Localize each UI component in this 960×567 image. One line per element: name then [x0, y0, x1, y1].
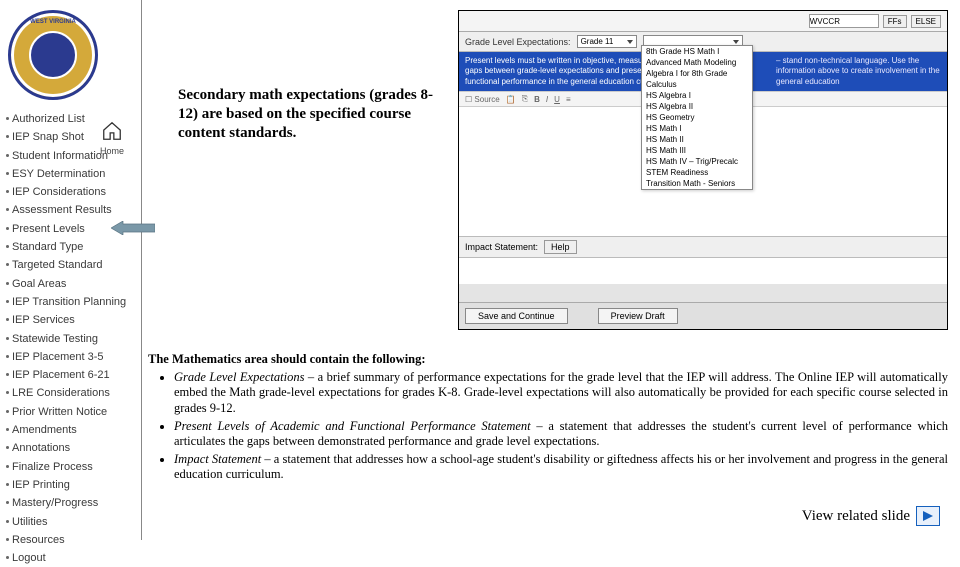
- course-option[interactable]: HS Algebra I: [642, 90, 752, 101]
- nav-item-iep-transition-planning[interactable]: IEP Transition Planning: [4, 293, 137, 311]
- nav-item-utilities[interactable]: Utilities: [4, 513, 137, 531]
- course-option[interactable]: HS Math III: [642, 145, 752, 156]
- nav-item-amendments[interactable]: Amendments: [4, 421, 137, 439]
- forward-arrow-icon: [921, 510, 935, 522]
- nav-item-assessment-results[interactable]: Assessment Results: [4, 201, 137, 219]
- callout-text: Secondary math expectations (grades 8-12…: [178, 86, 438, 142]
- home-icon: [101, 120, 123, 142]
- body-bullet: Present Levels of Academic and Functiona…: [174, 419, 948, 450]
- underline-button[interactable]: U: [554, 95, 560, 104]
- home-link[interactable]: Home: [100, 120, 124, 156]
- nav-item-goal-areas[interactable]: Goal Areas: [4, 275, 137, 293]
- forward-arrow-button[interactable]: [916, 506, 940, 526]
- course-option[interactable]: Algebra I for 8th Grade: [642, 68, 752, 79]
- body-heading: The Mathematics area should contain the …: [148, 352, 948, 368]
- nav-item-logout[interactable]: Logout: [4, 549, 137, 567]
- grade-expectations-label: Grade Level Expectations:: [465, 37, 571, 47]
- app-top-bar: FFs ELSE: [459, 11, 947, 32]
- save-continue-button[interactable]: Save and Continue: [465, 308, 568, 324]
- nav-item-iep-printing[interactable]: IEP Printing: [4, 476, 137, 494]
- paste-icon[interactable]: 📋: [506, 95, 516, 104]
- course-dropdown-list: 8th Grade HS Math IAdvanced Math Modelin…: [641, 45, 753, 190]
- nav-item-statewide-testing[interactable]: Statewide Testing: [4, 330, 137, 348]
- nav-item-present-levels[interactable]: Present Levels: [4, 220, 137, 238]
- course-option[interactable]: HS Algebra II: [642, 101, 752, 112]
- grade-dropdown[interactable]: Grade 11: [577, 35, 637, 48]
- list-icon[interactable]: ≡: [566, 95, 571, 104]
- nav-item-prior-written-notice[interactable]: Prior Written Notice: [4, 403, 137, 421]
- sidebar: WEST VIRGINIA Authorized ListIEP Snap Sh…: [0, 0, 142, 540]
- else-button[interactable]: ELSE: [911, 15, 941, 28]
- course-option[interactable]: HS Math II: [642, 134, 752, 145]
- course-option[interactable]: Transition Math - Seniors: [642, 178, 752, 189]
- ffs-button[interactable]: FFs: [883, 15, 907, 28]
- bold-button[interactable]: B: [534, 95, 540, 104]
- nav-item-iep-placement-3-5[interactable]: IEP Placement 3-5: [4, 348, 137, 366]
- wv-seal: WEST VIRGINIA: [8, 10, 98, 100]
- course-option[interactable]: HS Geometry: [642, 112, 752, 123]
- impact-editor[interactable]: [459, 258, 947, 284]
- home-label: Home: [100, 146, 124, 156]
- copy-icon[interactable]: ⎘: [522, 94, 528, 104]
- app-footer: Save and Continue Preview Draft: [459, 302, 947, 329]
- impact-row: Impact Statement: Help: [459, 237, 947, 258]
- nav-list: Authorized ListIEP Snap ShotStudent Info…: [4, 110, 137, 567]
- nav-item-esy-determination[interactable]: ESY Determination: [4, 165, 137, 183]
- course-option[interactable]: Advanced Math Modeling: [642, 57, 752, 68]
- nav-item-finalize-process[interactable]: Finalize Process: [4, 458, 137, 476]
- nav-item-lre-considerations[interactable]: LRE Considerations: [4, 384, 137, 402]
- italic-button[interactable]: I: [546, 95, 548, 104]
- source-button[interactable]: ☐ Source: [465, 95, 500, 104]
- instruction-text-right: – stand non-technical language. Use the …: [776, 56, 941, 87]
- main: Secondary math expectations (grades 8-12…: [148, 0, 960, 540]
- wvccr-field[interactable]: [809, 14, 879, 28]
- course-option[interactable]: HS Math I: [642, 123, 752, 134]
- impact-label: Impact Statement:: [465, 242, 538, 252]
- course-option[interactable]: 8th Grade HS Math I: [642, 46, 752, 57]
- view-related-slide[interactable]: View related slide: [802, 506, 940, 526]
- body-bullet: Grade Level Expectations – a brief summa…: [174, 370, 948, 417]
- nav-item-targeted-standard[interactable]: Targeted Standard: [4, 256, 137, 274]
- iep-app-window: FFs ELSE Grade Level Expectations: Grade…: [458, 10, 948, 330]
- nav-item-iep-services[interactable]: IEP Services: [4, 311, 137, 329]
- nav-item-mastery-progress[interactable]: Mastery/Progress: [4, 494, 137, 512]
- nav-item-iep-placement-6-21[interactable]: IEP Placement 6-21: [4, 366, 137, 384]
- body-text: The Mathematics area should contain the …: [148, 352, 948, 485]
- course-option[interactable]: HS Math IV – Trig/Precalc: [642, 156, 752, 167]
- nav-item-iep-considerations[interactable]: IEP Considerations: [4, 183, 137, 201]
- course-option[interactable]: Calculus: [642, 79, 752, 90]
- course-option[interactable]: STEM Readiness: [642, 167, 752, 178]
- preview-draft-button[interactable]: Preview Draft: [598, 308, 678, 324]
- related-label: View related slide: [802, 508, 910, 525]
- nav-item-annotations[interactable]: Annotations: [4, 439, 137, 457]
- help-button[interactable]: Help: [544, 240, 577, 254]
- body-bullet: Impact Statement – a statement that addr…: [174, 452, 948, 483]
- nav-item-standard-type[interactable]: Standard Type: [4, 238, 137, 256]
